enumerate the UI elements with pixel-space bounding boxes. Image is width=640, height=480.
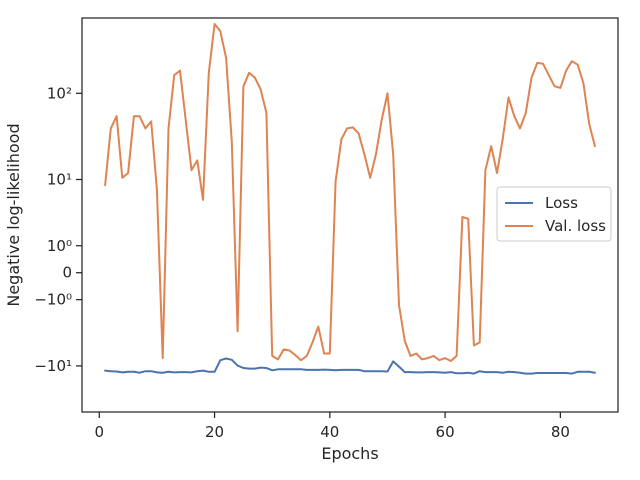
x-tick-label: 20 [205, 423, 224, 441]
series-group [104, 23, 596, 375]
series-line-val-loss [104, 23, 596, 362]
x-tick-label: 40 [320, 423, 339, 441]
legend: Loss Val. loss [496, 186, 612, 242]
legend-label-val-loss: Val. loss [545, 217, 606, 235]
y-axis-label: Negative log-likelihood [4, 123, 23, 306]
legend-box [496, 186, 612, 242]
legend-label-loss: Loss [545, 194, 578, 212]
y-tick-label: −10⁰ [34, 291, 72, 309]
axes: 0 20 40 60 80 −10¹ −10⁰ 0 10⁰ 10¹ 10² [34, 17, 619, 441]
y-tick-label: 10² [47, 84, 72, 102]
y-tick-label: −10¹ [34, 357, 72, 375]
plot-frame [81, 17, 619, 413]
x-tick-label: 60 [436, 423, 455, 441]
x-tick-label: 0 [95, 423, 105, 441]
x-axis-label: Epochs [321, 444, 378, 463]
y-tick-label: 10¹ [47, 170, 72, 188]
series-line-loss [104, 357, 596, 375]
x-tick-label: 80 [551, 423, 570, 441]
y-tick-label: 10⁰ [47, 237, 72, 255]
y-tick-label: 0 [62, 264, 72, 282]
